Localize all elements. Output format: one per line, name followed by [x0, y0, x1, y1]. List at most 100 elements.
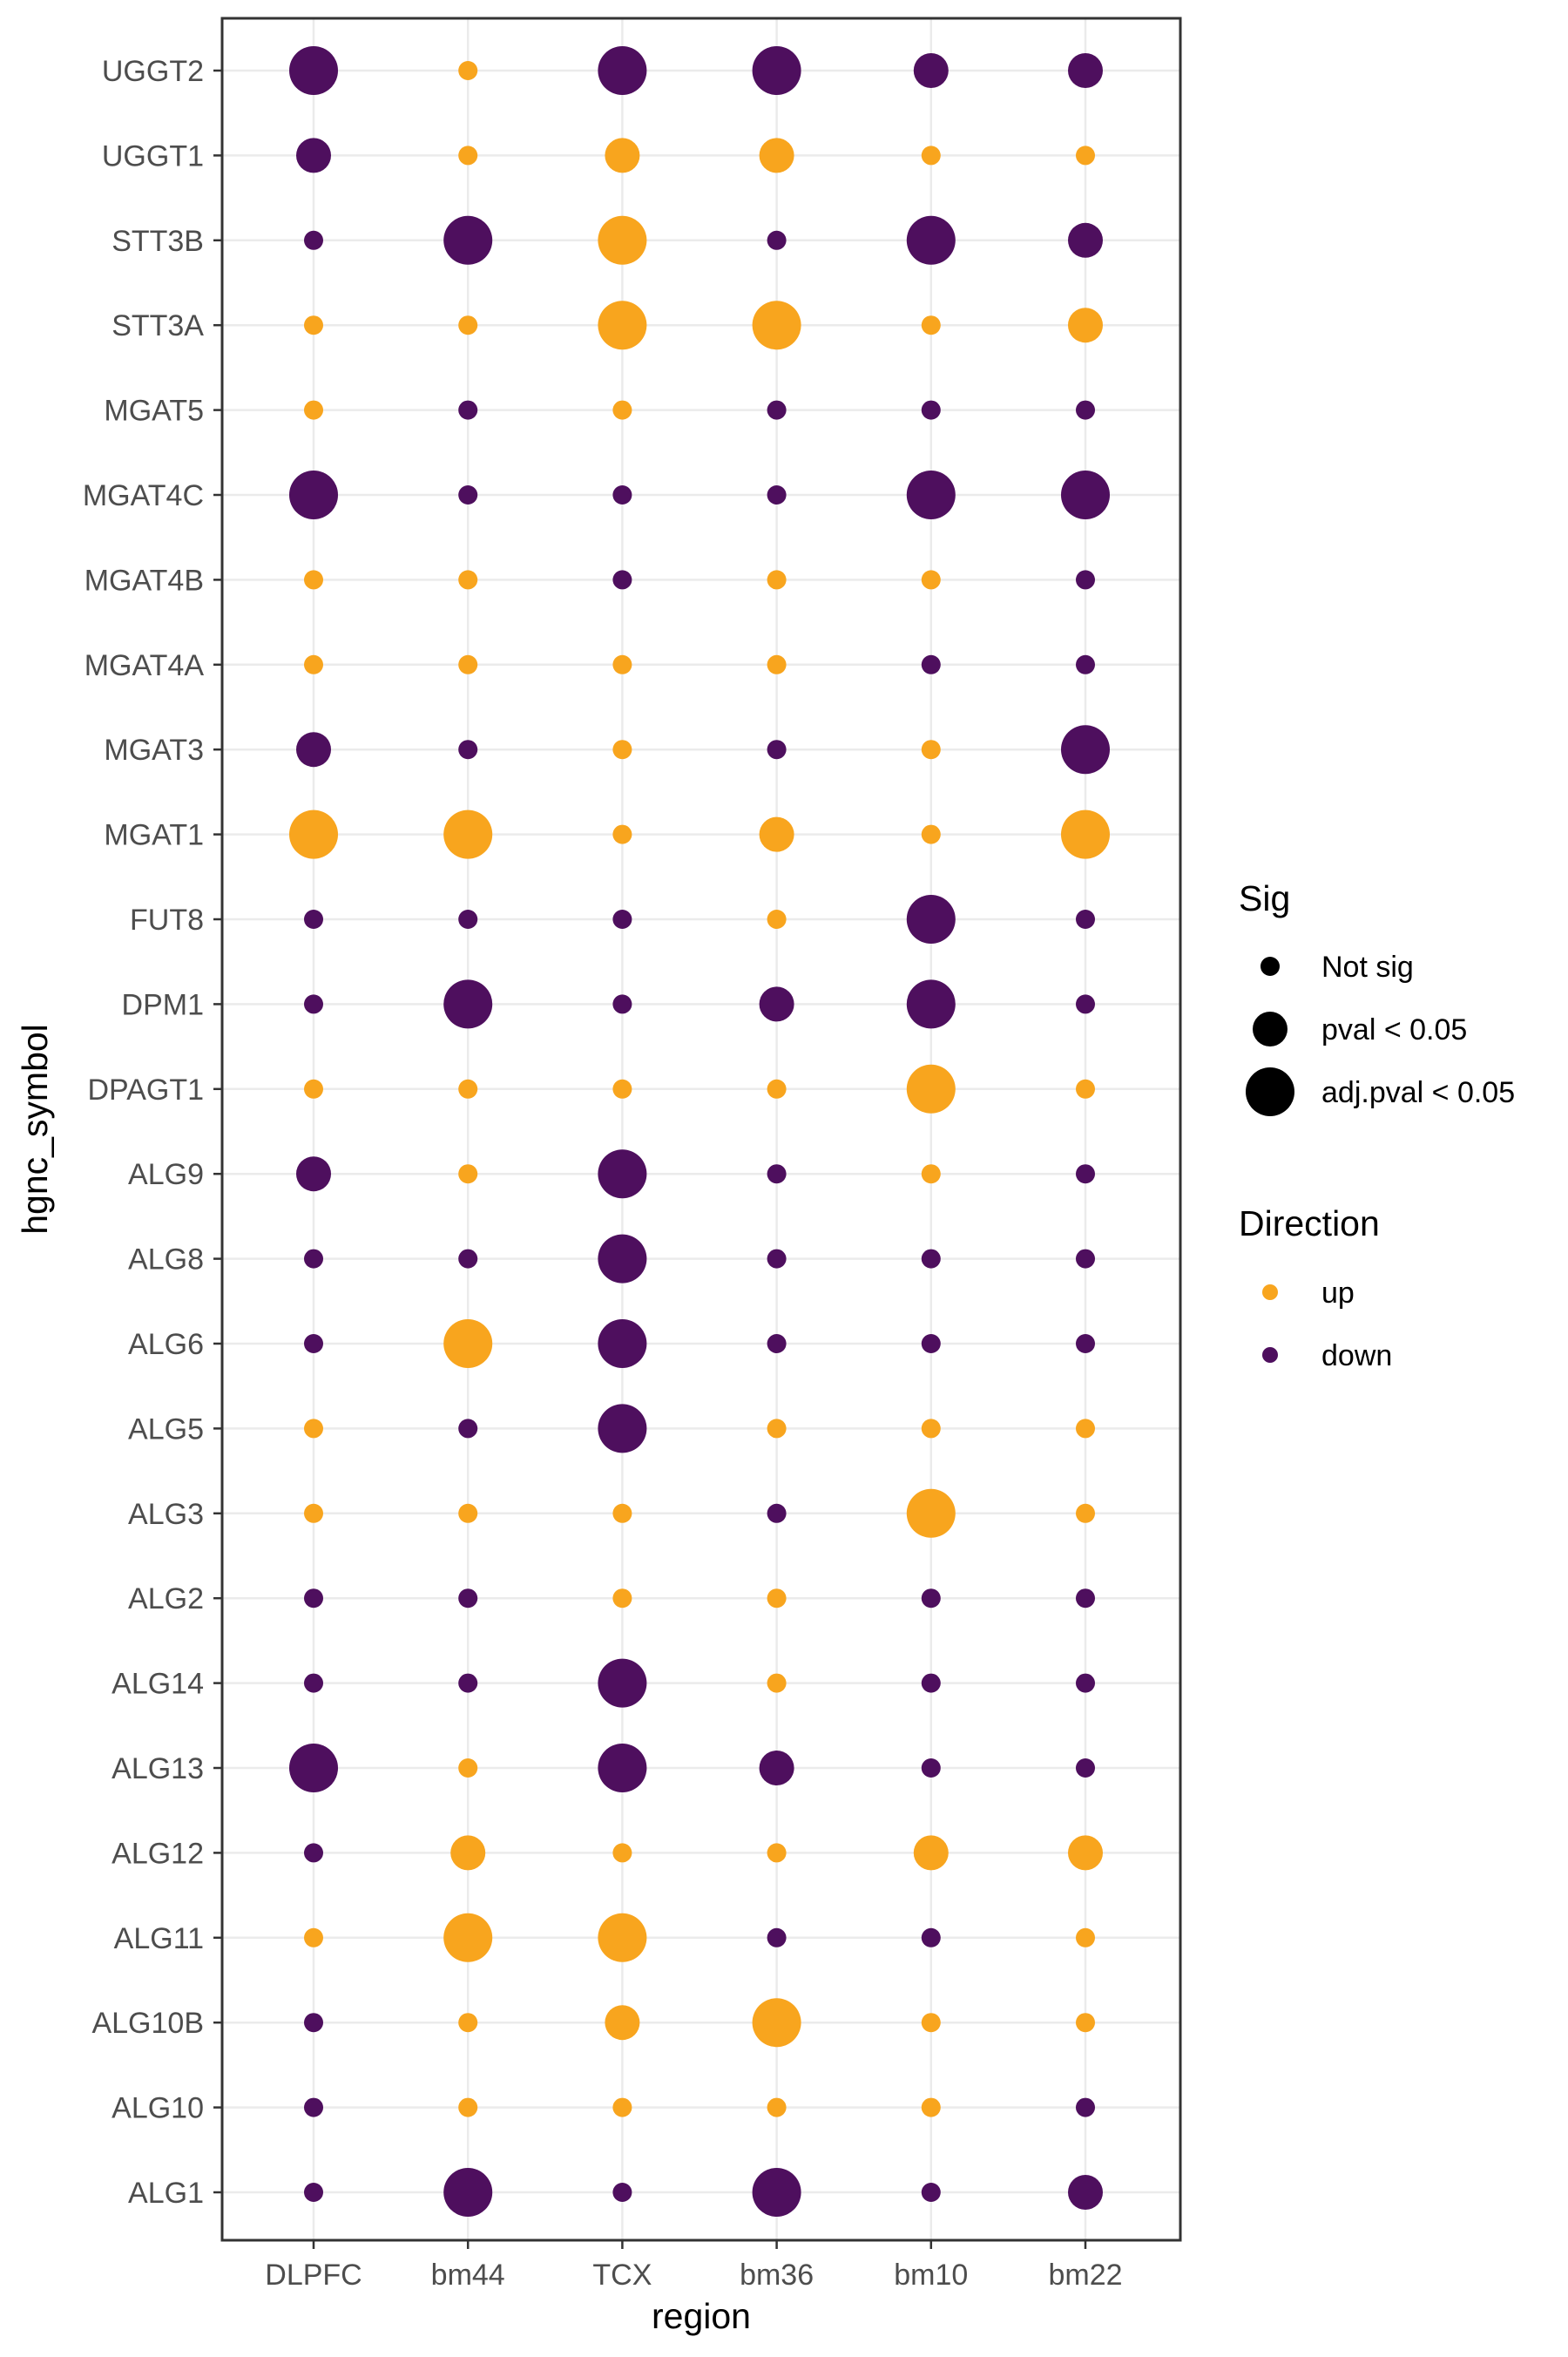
y-tick-label-mgat5: MGAT5 [104, 395, 204, 428]
color-legend-key-up [1262, 1284, 1278, 1300]
point-dpm1-bm44 [443, 979, 493, 1029]
point-mgat3-dlpfc [296, 732, 331, 768]
point-alg12-tcx [612, 1843, 632, 1863]
point-alg5-bm10 [921, 1419, 941, 1439]
x-tick-label-tcx: TCX [592, 2259, 652, 2292]
point-fut8-bm22 [1076, 910, 1095, 929]
point-alg10b-bm22 [1076, 2013, 1095, 2033]
point-alg11-tcx [598, 1913, 647, 1962]
size-legend-title: Sig [1239, 878, 1290, 918]
point-uggt2-bm10 [913, 53, 949, 88]
point-alg3-bm44 [458, 1503, 478, 1523]
y-tick-label-alg9: ALG9 [128, 1158, 204, 1191]
point-alg14-tcx [598, 1658, 647, 1708]
y-tick-label-alg6: ALG6 [128, 1328, 204, 1361]
point-mgat4b-bm36 [767, 570, 787, 590]
point-alg12-bm10 [913, 1835, 949, 1871]
point-dpagt1-bm36 [767, 1079, 787, 1099]
y-tick-label-dpm1: DPM1 [122, 988, 204, 1021]
point-alg11-bm10 [921, 1927, 941, 1947]
point-fut8-bm10 [906, 895, 956, 944]
point-alg6-dlpfc [304, 1334, 323, 1353]
point-mgat1-bm10 [921, 824, 941, 844]
x-tick-label-bm22: bm22 [1048, 2259, 1122, 2292]
point-alg11-bm44 [443, 1913, 493, 1962]
y-tick-label-dpagt1: DPAGT1 [87, 1074, 204, 1107]
point-alg2-bm10 [921, 1588, 941, 1609]
point-stt3a-bm36 [752, 301, 801, 350]
point-alg12-dlpfc [304, 1843, 323, 1863]
point-alg1-tcx [612, 2183, 632, 2202]
y-tick-label-alg5: ALG5 [128, 1412, 204, 1446]
point-alg2-bm44 [458, 1588, 478, 1609]
point-mgat5-bm36 [767, 400, 787, 420]
point-stt3a-bm22 [1068, 308, 1103, 343]
y-tick-label-alg13: ALG13 [112, 1752, 204, 1785]
y-tick-label-alg10: ALG10 [112, 2092, 204, 2125]
point-alg9-tcx [598, 1149, 647, 1199]
point-alg3-bm36 [767, 1503, 787, 1523]
point-dpm1-bm36 [759, 986, 794, 1022]
point-mgat4a-bm36 [767, 654, 787, 674]
y-tick-label-alg12: ALG12 [112, 1837, 204, 1870]
point-mgat3-bm44 [458, 740, 478, 760]
point-dpm1-bm10 [906, 979, 956, 1029]
point-alg14-bm44 [458, 1673, 478, 1693]
point-alg8-bm10 [921, 1249, 941, 1269]
point-alg10-bm44 [458, 2097, 478, 2117]
point-mgat1-tcx [612, 824, 632, 844]
point-alg1-bm10 [921, 2183, 941, 2202]
point-mgat1-bm36 [759, 816, 794, 852]
point-stt3a-tcx [598, 301, 647, 350]
y-tick-label-mgat4b: MGAT4B [84, 564, 204, 597]
point-alg1-bm36 [752, 2168, 801, 2217]
size-legend-label-not-sig: Not sig [1321, 951, 1414, 984]
size-legend-key-adj-pval-0-05 [1246, 1067, 1294, 1116]
y-tick-label-fut8: FUT8 [130, 904, 204, 937]
point-fut8-tcx [612, 910, 632, 929]
point-alg6-bm10 [921, 1334, 941, 1353]
point-uggt2-tcx [598, 46, 647, 95]
point-stt3a-dlpfc [304, 315, 323, 335]
point-mgat4b-bm10 [921, 570, 941, 590]
point-alg14-bm22 [1076, 1673, 1095, 1693]
point-alg12-bm22 [1068, 1835, 1103, 1871]
y-tick-label-mgat3: MGAT3 [104, 734, 204, 767]
point-alg5-dlpfc [304, 1419, 323, 1439]
point-stt3a-bm44 [458, 315, 478, 335]
point-uggt2-bm36 [752, 46, 801, 95]
point-mgat4a-bm22 [1076, 654, 1095, 674]
points-layer [289, 46, 1110, 2217]
point-mgat3-bm22 [1061, 725, 1110, 775]
point-alg14-bm36 [767, 1673, 787, 1693]
point-uggt1-bm10 [921, 146, 941, 166]
point-mgat4c-tcx [612, 485, 632, 505]
point-uggt1-bm36 [759, 138, 794, 173]
point-alg3-tcx [612, 1503, 632, 1523]
x-tick-label-bm36: bm36 [740, 2259, 814, 2292]
point-mgat3-bm10 [921, 740, 941, 760]
y-tick-label-alg3: ALG3 [128, 1498, 204, 1531]
y-tick-label-alg1: ALG1 [128, 2177, 204, 2210]
x-axis-title: region [652, 2296, 751, 2336]
point-dpm1-tcx [612, 994, 632, 1014]
point-alg10b-bm44 [458, 2013, 478, 2033]
color-legend-key-down [1262, 1347, 1278, 1363]
point-fut8-bm44 [458, 910, 478, 929]
y-tick-label-alg2: ALG2 [128, 1582, 204, 1615]
point-alg5-tcx [598, 1404, 647, 1453]
point-mgat5-tcx [612, 400, 632, 420]
y-tick-label-uggt2: UGGT2 [102, 55, 204, 88]
point-alg5-bm36 [767, 1419, 787, 1439]
point-alg10-bm22 [1076, 2097, 1095, 2117]
panel-border [220, 17, 1182, 2242]
point-alg1-bm22 [1068, 2175, 1103, 2210]
x-tick-label-bm44: bm44 [431, 2259, 505, 2292]
point-mgat4c-bm44 [458, 485, 478, 505]
point-alg13-bm36 [759, 1751, 794, 1785]
color-legend-title: Direction [1239, 1203, 1380, 1243]
point-uggt2-bm44 [458, 61, 478, 80]
point-dpagt1-tcx [612, 1079, 632, 1099]
size-legend-key-not-sig [1260, 957, 1280, 976]
